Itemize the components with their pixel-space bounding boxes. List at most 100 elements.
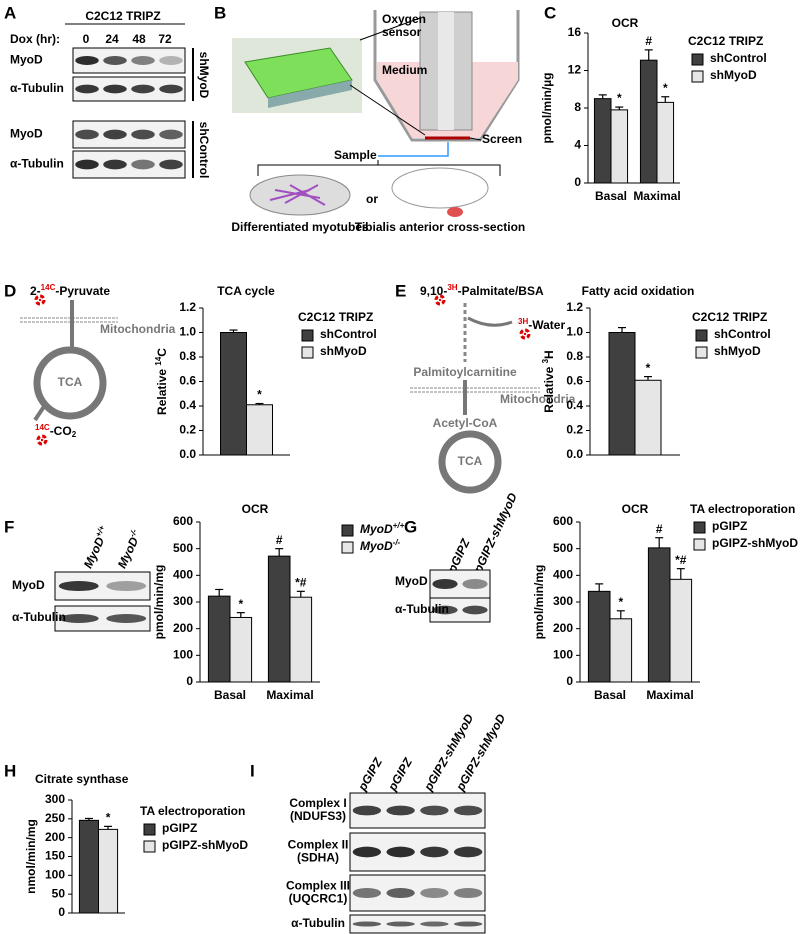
blot-band [131, 159, 155, 170]
y-tick-label: 100 [553, 648, 573, 662]
legend-title: TA electroporation [690, 502, 795, 516]
bar [656, 101, 675, 184]
y-tick-label: 0.0 [179, 447, 196, 461]
blot-band [159, 129, 183, 140]
bar [610, 109, 629, 184]
bar [220, 332, 247, 456]
y-tick-label: 0 [58, 905, 65, 919]
blot-band [386, 921, 415, 927]
row-label: MyoD [10, 127, 43, 141]
diagram-label: Screen [482, 132, 522, 146]
diagram-label: or [366, 192, 378, 206]
row-label: MyoD [10, 53, 43, 67]
subscript: 2 [72, 430, 77, 439]
bar [246, 404, 273, 456]
bar [289, 596, 313, 683]
diagram-label: 9,10-3H-Palmitate/BSA [420, 283, 544, 298]
diagram-label: Tibialis anterior cross-section [355, 220, 526, 234]
blot-band [131, 56, 155, 65]
blot-band [453, 921, 483, 927]
panel-letter: I [250, 761, 255, 780]
row-label: α-Tubulin [291, 916, 345, 930]
plate-base [268, 80, 352, 108]
y-tick-label: 0.6 [179, 374, 196, 388]
cross-section [447, 207, 463, 217]
blot-band [352, 846, 382, 858]
lane-label: pGIPZ [385, 755, 416, 794]
diagram-label: Acetyl-CoA [433, 416, 498, 430]
x-tick-label: Maximal [633, 189, 680, 203]
myotube [284, 184, 319, 204]
bar [647, 547, 671, 683]
text-part: MyoD [115, 535, 142, 571]
legend-label: pGIPZ [712, 519, 747, 533]
panel-letter: F [4, 517, 14, 536]
superscript: 14C [35, 423, 50, 432]
legend-swatch [301, 346, 314, 359]
chart-title: OCR [612, 16, 639, 30]
blot-band [75, 56, 99, 65]
bar-label: * [106, 811, 111, 825]
legend-label: pGIPZ-shMyoD [712, 536, 798, 550]
y-tick-label: 200 [173, 621, 193, 635]
bar-label: * [646, 361, 651, 375]
blot-band [75, 129, 99, 140]
superscript: +/+ [393, 521, 405, 530]
y-tick-label: 1.2 [566, 300, 583, 314]
blot-band [420, 921, 449, 927]
group-label: shControl [197, 122, 211, 179]
y-tick-label: 0 [566, 674, 573, 688]
blot-band [75, 84, 99, 94]
y-tick-label: 0.4 [566, 398, 583, 412]
y-tick-label: 100 [45, 868, 65, 882]
lane-label: MyoD-/- [114, 527, 145, 570]
y-tick-label: 1.0 [566, 325, 583, 339]
legend-label: MyoD-/- [360, 538, 401, 553]
panel-letter: C [544, 3, 556, 22]
legend-label: shControl [710, 51, 767, 65]
diagram-label: Sample [334, 148, 377, 162]
bar [229, 616, 253, 683]
y-axis-label: Relative 14C [154, 348, 169, 415]
x-tick-label: Basal [595, 189, 627, 203]
blot-title: C2C12 TRIPZ [85, 9, 160, 23]
text-part: C [155, 348, 169, 357]
y-tick-label: 1.2 [179, 300, 196, 314]
text-part: 9,10- [420, 284, 447, 298]
y-tick-label: 200 [45, 830, 65, 844]
x-tick-label: Maximal [646, 688, 693, 702]
legend-swatch [691, 70, 704, 83]
blot-band [352, 887, 382, 899]
superscript: 14C [41, 283, 56, 292]
y-tick-label: 0.2 [566, 423, 583, 437]
superscript: 3 [541, 358, 550, 363]
blot-band [58, 614, 99, 623]
diagram-label: 3H-Water [518, 317, 565, 332]
lane-label: pGIPZ [355, 755, 386, 794]
row-label: (SDHA) [297, 851, 339, 865]
bar-label: # [656, 522, 663, 536]
row-label: α-Tubulin [10, 81, 64, 95]
radiation-icon [38, 298, 42, 302]
y-tick-label: 0.2 [179, 423, 196, 437]
chart-title: OCR [622, 502, 649, 516]
row-label: Complex II [288, 838, 349, 852]
y-tick-label: 8 [574, 100, 581, 114]
blot-band [453, 805, 483, 816]
legend-label: pGIPZ [162, 821, 197, 835]
panel-letter: B [214, 3, 226, 22]
legend-swatch [695, 329, 708, 342]
blot-band [106, 580, 147, 592]
blot-band [131, 84, 155, 94]
cycle [438, 430, 502, 494]
y-axis-label: pmol/min/mg [152, 565, 166, 640]
blot-band [352, 805, 382, 816]
y-tick-label: 0.6 [566, 374, 583, 388]
lane-label: 0 [83, 32, 90, 46]
legend-label: pGIPZ-shMyoD [162, 838, 248, 852]
blot-band [58, 580, 99, 592]
group-label: shMyoD [197, 52, 211, 99]
cycle-label: TCA [458, 454, 483, 468]
y-tick-label: 0.4 [179, 398, 196, 412]
blot-band [386, 805, 415, 816]
